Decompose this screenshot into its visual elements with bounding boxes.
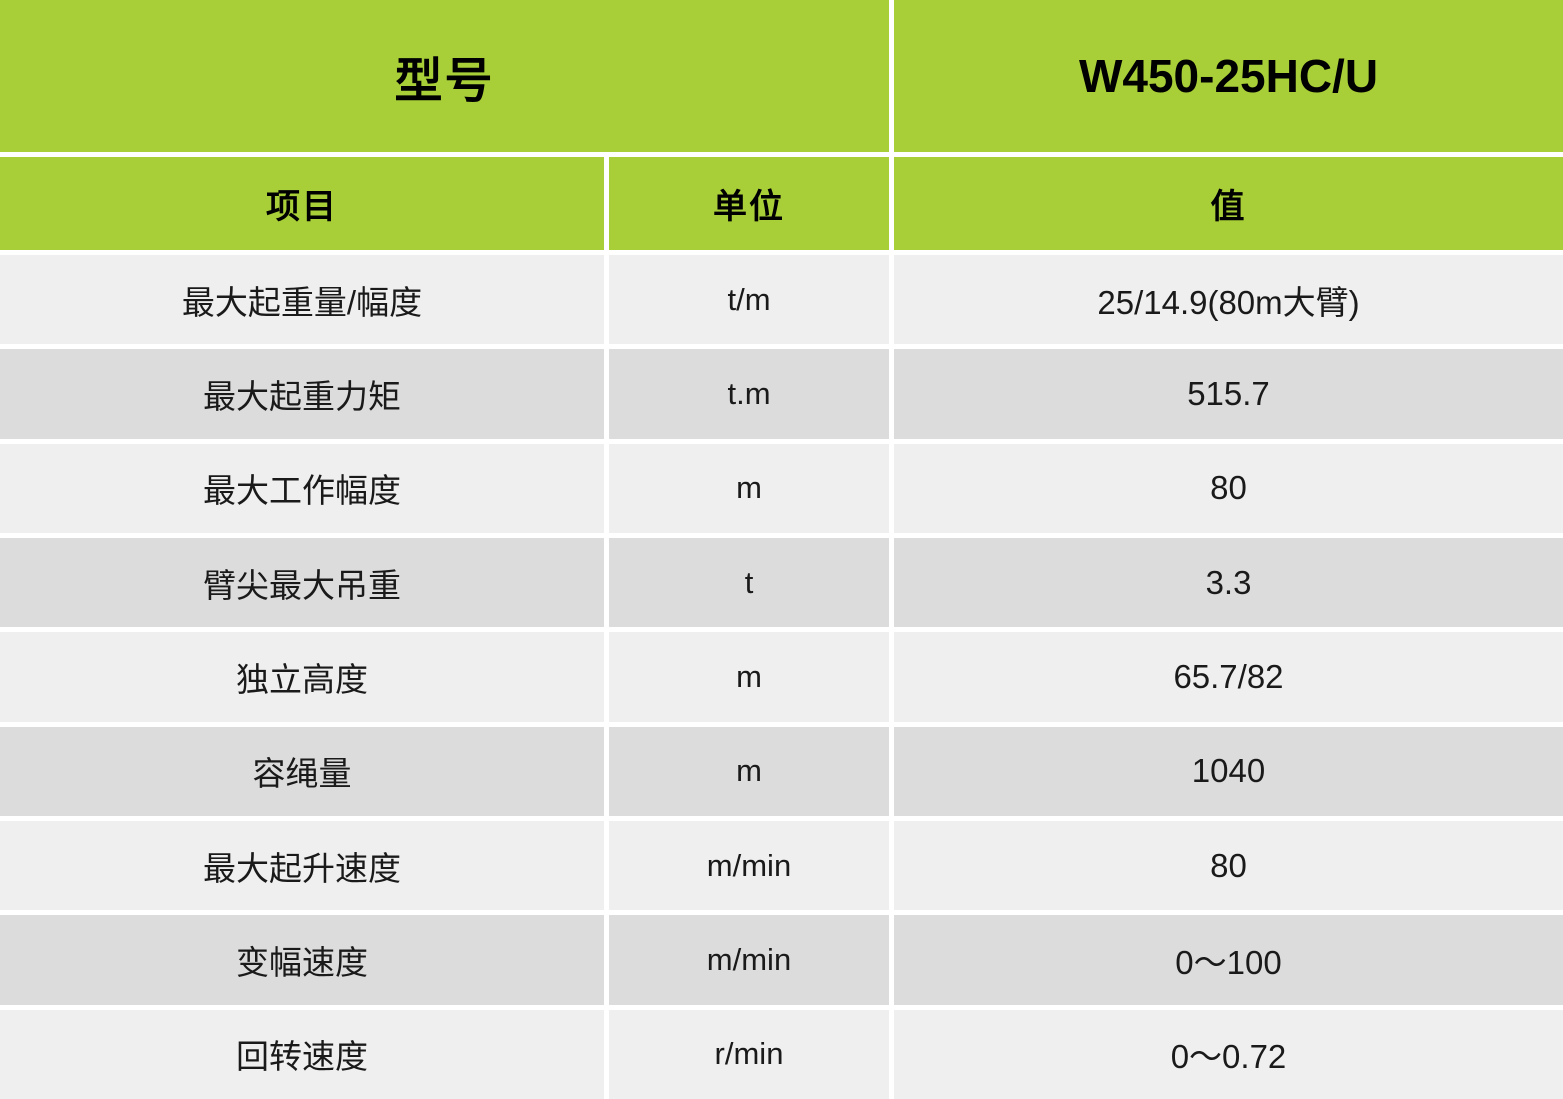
model-value-cell: W450-25HC/U: [894, 0, 1563, 152]
table-row: 容绳量 m 1040: [0, 726, 1563, 816]
cell-unit: r/min: [609, 1009, 889, 1099]
cell-value: 0～100: [894, 915, 1563, 1005]
cell-item: 独立高度: [0, 632, 604, 722]
cell-item: 变幅速度: [0, 915, 604, 1005]
cell-value: 515.7: [894, 349, 1563, 439]
row-divider: [0, 815, 1563, 821]
cell-item: 最大起重力矩: [0, 349, 604, 439]
model-title-row: 型号 W450-25HC/U: [0, 0, 1563, 152]
cell-unit: m/min: [609, 820, 889, 911]
row-divider: [0, 1004, 1563, 1010]
table-row: 独立高度 m 65.7/82: [0, 632, 1563, 722]
cell-value: 80: [894, 820, 1563, 911]
row-divider: [0, 910, 1563, 916]
row-divider: [0, 721, 1563, 727]
cell-value: 3.3: [894, 537, 1563, 628]
table-row: 回转速度 r/min 0～0.72: [0, 1009, 1563, 1099]
cell-item: 最大起重量/幅度: [0, 255, 604, 345]
row-divider: [0, 438, 1563, 444]
table-row: 最大起重量/幅度 t/m 25/14.9(80m大臂): [0, 255, 1563, 345]
cell-item: 回转速度: [0, 1009, 604, 1099]
column-header-row: 项目 单位 值: [0, 157, 1563, 250]
row-divider: [0, 152, 1563, 157]
cell-value: 0～0.72: [894, 1009, 1563, 1099]
column-divider: [889, 0, 894, 152]
cell-unit: t.m: [609, 349, 889, 439]
cell-unit: m/min: [609, 915, 889, 1005]
model-label-cell: 型号: [0, 0, 889, 152]
cell-unit: m: [609, 443, 889, 533]
table-row: 最大起重力矩 t.m 515.7: [0, 349, 1563, 439]
table-row: 变幅速度 m/min 0～100: [0, 915, 1563, 1005]
cell-value: 25/14.9(80m大臂): [894, 255, 1563, 345]
cell-value: 65.7/82: [894, 632, 1563, 722]
table-row: 臂尖最大吊重 t 3.3: [0, 537, 1563, 628]
cell-unit: t/m: [609, 255, 889, 345]
cell-unit: m: [609, 726, 889, 816]
table-row: 最大起升速度 m/min 80: [0, 820, 1563, 911]
cell-item: 容绳量: [0, 726, 604, 816]
row-divider: [0, 627, 1563, 633]
cell-value: 1040: [894, 726, 1563, 816]
row-divider: [0, 532, 1563, 538]
cell-item: 臂尖最大吊重: [0, 537, 604, 628]
column-header-unit: 单位: [609, 157, 889, 250]
cell-item: 最大起升速度: [0, 820, 604, 911]
row-divider: [0, 344, 1563, 350]
table-row: 最大工作幅度 m 80: [0, 443, 1563, 533]
row-divider: [0, 250, 1563, 255]
cell-item: 最大工作幅度: [0, 443, 604, 533]
cell-value: 80: [894, 443, 1563, 533]
cell-unit: t: [609, 537, 889, 628]
column-header-value: 值: [894, 157, 1563, 250]
cell-unit: m: [609, 632, 889, 722]
column-header-item: 项目: [0, 157, 604, 250]
